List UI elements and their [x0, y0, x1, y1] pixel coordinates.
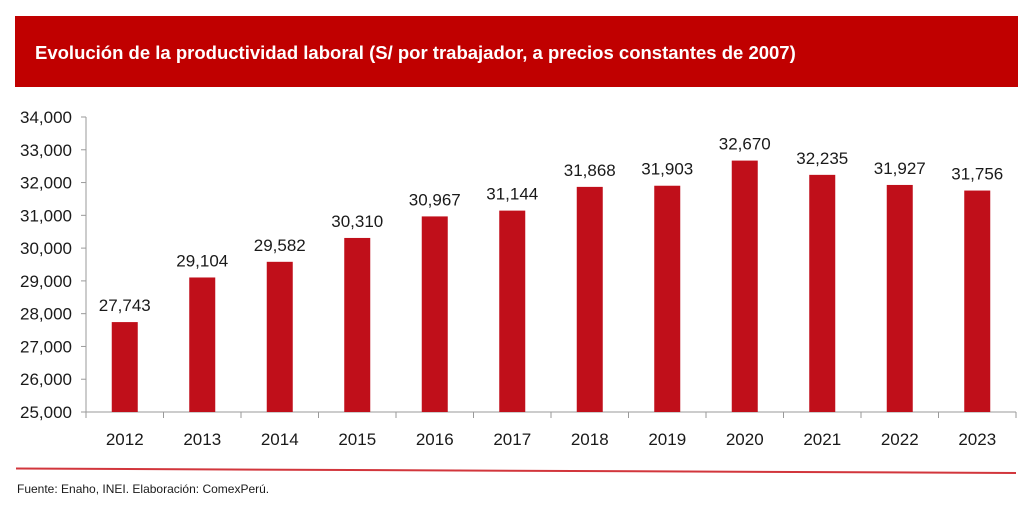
data-label: 30,310: [331, 212, 383, 231]
axes: 25,000 26,000 27,000 28,000 29,000 30,000 31,0…: [20, 108, 1017, 449]
y-tick-label: 25,000: [20, 403, 72, 422]
x-tick-label: 2021: [803, 430, 841, 449]
y-tick-label: 33,000: [20, 141, 72, 160]
bar: [344, 237, 371, 412]
x-tick-label: 2023: [958, 430, 996, 449]
y-tick-label: 32,000: [20, 174, 72, 193]
x-tick-label: 2016: [416, 430, 454, 449]
data-label: 29,582: [254, 236, 306, 255]
data-label: 31,927: [874, 159, 926, 178]
data-label: 29,104: [176, 251, 228, 270]
y-tick-label: 30,000: [20, 239, 72, 258]
y-tick-label: 29,000: [20, 272, 72, 291]
bar: [731, 160, 758, 412]
data-label: 31,903: [641, 160, 693, 179]
source-note: Fuente: Enaho, INEI. Elaboración: ComexP…: [17, 482, 270, 496]
x-tick-label: 2019: [648, 430, 686, 449]
bar: [654, 185, 681, 412]
bar: [809, 174, 836, 412]
bar: [111, 322, 138, 412]
bars: [111, 160, 991, 412]
x-tick-label: 2022: [881, 430, 919, 449]
data-label: 31,756: [951, 165, 1003, 184]
x-tick-label: 2014: [261, 430, 299, 449]
bar: [886, 184, 913, 412]
x-tick-label: 2012: [106, 430, 144, 449]
bar: [576, 186, 603, 412]
bar: [421, 216, 448, 412]
bar: [266, 261, 293, 412]
data-label: 31,144: [486, 185, 538, 204]
y-tick-label: 31,000: [20, 206, 72, 225]
data-label: 31,868: [564, 161, 616, 180]
bar: [964, 190, 991, 412]
data-label: 30,967: [409, 190, 461, 209]
footer-divider: [15, 467, 1017, 474]
bar: [189, 277, 216, 412]
title-banner: Evolución de la productividad laboral (S…: [15, 16, 1018, 87]
y-tick-label: 34,000: [20, 108, 72, 127]
x-tick-label: 2013: [183, 430, 221, 449]
chart-title: Evolución de la productividad laboral (S…: [35, 42, 796, 63]
x-tick-label: 2020: [726, 430, 764, 449]
data-label: 27,743: [99, 296, 151, 315]
x-tick-label: 2015: [338, 430, 376, 449]
x-tick-label: 2018: [571, 430, 609, 449]
x-tick-label: 2017: [493, 430, 531, 449]
data-labels: 27,743 29,104 29,582 30,310 30,967 31,144 31,8…: [99, 135, 1004, 315]
y-tick-label: 28,000: [20, 305, 72, 324]
data-label: 32,670: [719, 135, 771, 154]
bar: [499, 210, 526, 412]
y-tick-label: 26,000: [20, 370, 72, 389]
data-label: 32,235: [796, 149, 848, 168]
y-tick-label: 27,000: [20, 337, 72, 356]
